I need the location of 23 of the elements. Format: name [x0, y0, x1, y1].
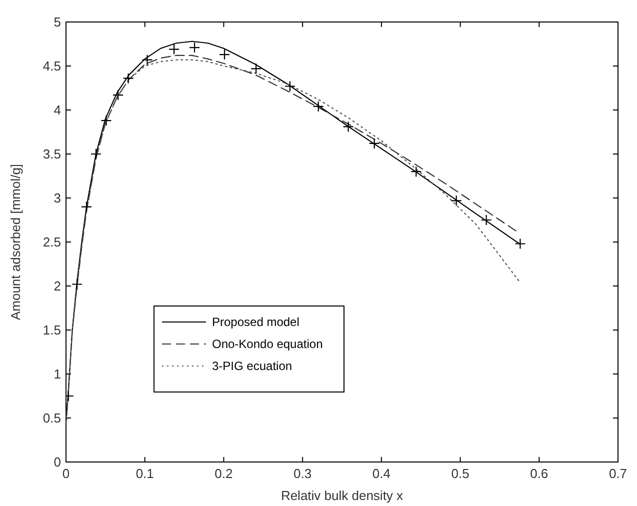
y-tick-label: 5: [54, 14, 61, 30]
y-tick-label: 0: [54, 454, 61, 470]
x-tick-label: 0.5: [451, 466, 470, 481]
y-tick-label: 2: [54, 278, 61, 294]
x-tick-label: 0.6: [530, 466, 548, 481]
y-tick-label: 1.5: [42, 322, 61, 338]
x-tick-label: 0.7: [608, 466, 628, 481]
y-tick-label: 3: [54, 190, 61, 206]
legend-label: Ono-Kondo equation: [212, 337, 323, 352]
y-tick-label: 3.5: [42, 146, 61, 162]
y-tick-label: 4: [54, 102, 61, 118]
y-tick-label: 0.5: [42, 410, 61, 426]
x-tick-label: 0.1: [136, 466, 154, 481]
x-tick-label: 0.3: [294, 466, 312, 481]
y-tick-label: 2.5: [42, 234, 61, 250]
x-tick-label: 0.4: [372, 466, 390, 481]
y-tick-label: 1: [54, 366, 61, 382]
x-tick-label: 0.2: [214, 466, 233, 481]
x-axis-title: Relativ bulk density x: [280, 488, 404, 503]
y-tick-label: 4.5: [42, 58, 61, 74]
legend-label: Proposed model: [212, 315, 300, 330]
legend-label: 3-PIG ecuation: [212, 359, 292, 374]
y-axis-title: Amount adsorbed [mmol/g]: [8, 164, 23, 320]
